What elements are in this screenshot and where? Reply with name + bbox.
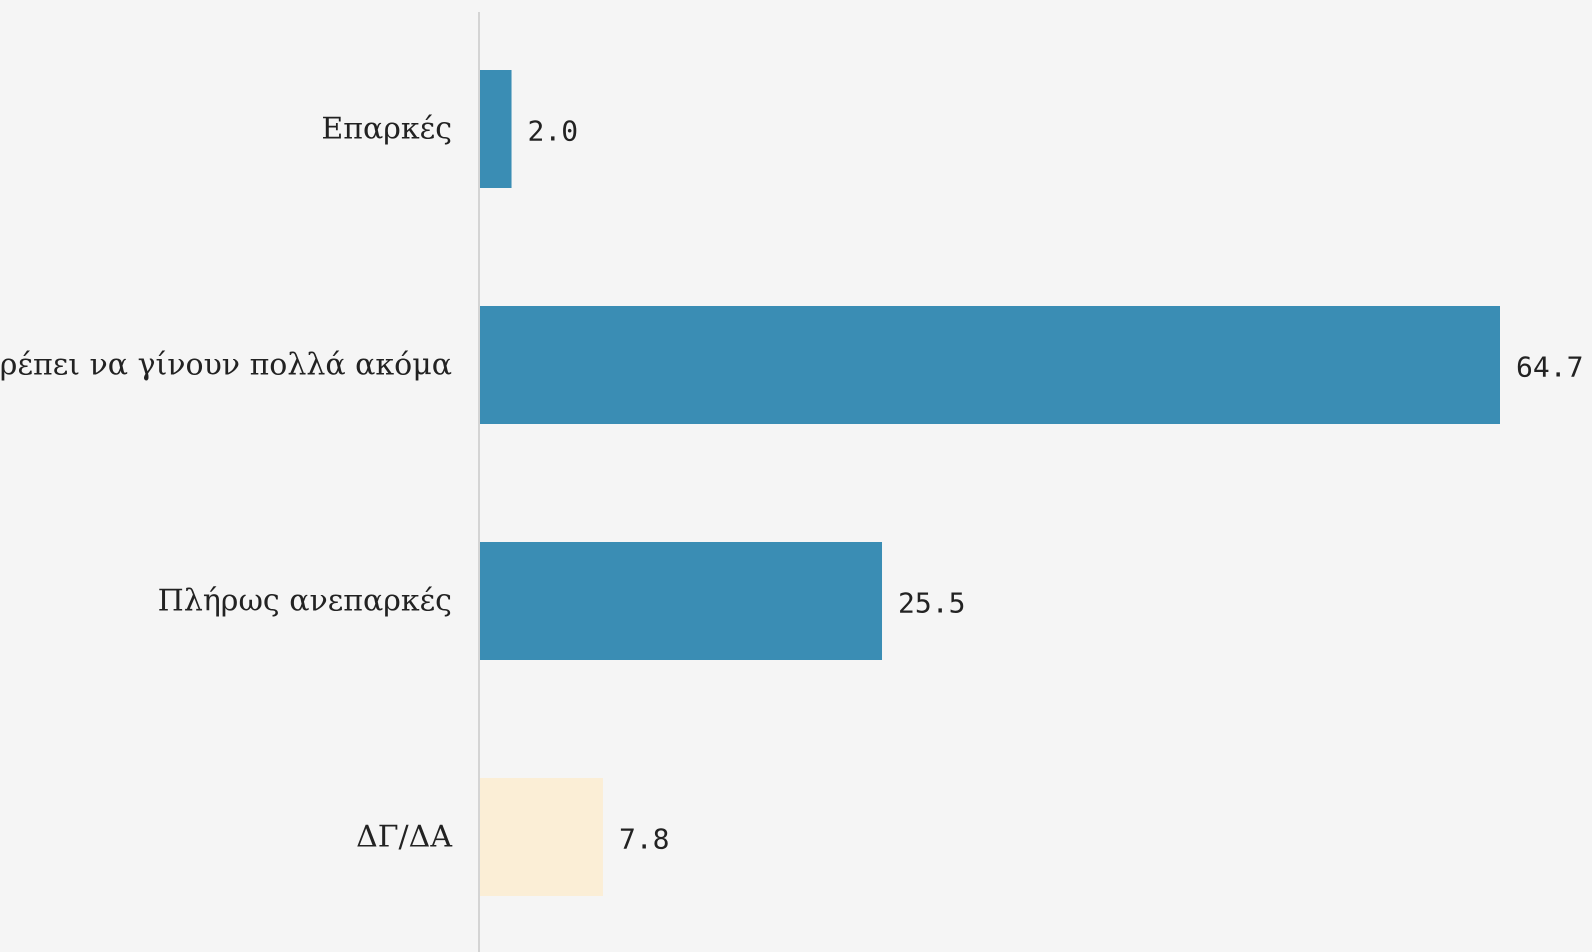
value-label-3: 25.5 <box>898 587 965 620</box>
bar-2 <box>480 306 1500 424</box>
category-label-3: Πλήρως ανεπαρκές <box>158 584 452 619</box>
value-label-2: 64.7 <box>1516 351 1583 384</box>
category-label-4: ΔΓ/ΔΑ <box>356 820 452 855</box>
value-label-1: 2.0 <box>528 115 579 148</box>
bars-layer <box>480 70 1500 896</box>
category-label-1: Επαρκές <box>321 112 452 147</box>
bar-1 <box>480 70 512 188</box>
labels-layer: Επαρκές 2.0 Πρέπει να γίνουν πολλά ακόμα 64… <box>0 112 1583 856</box>
bar-4 <box>480 778 603 896</box>
bar-3 <box>480 542 883 660</box>
category-label-2: Πρέπει να γίνουν πολλά ακόμα <box>0 348 452 383</box>
value-label-4: 7.8 <box>619 823 670 856</box>
